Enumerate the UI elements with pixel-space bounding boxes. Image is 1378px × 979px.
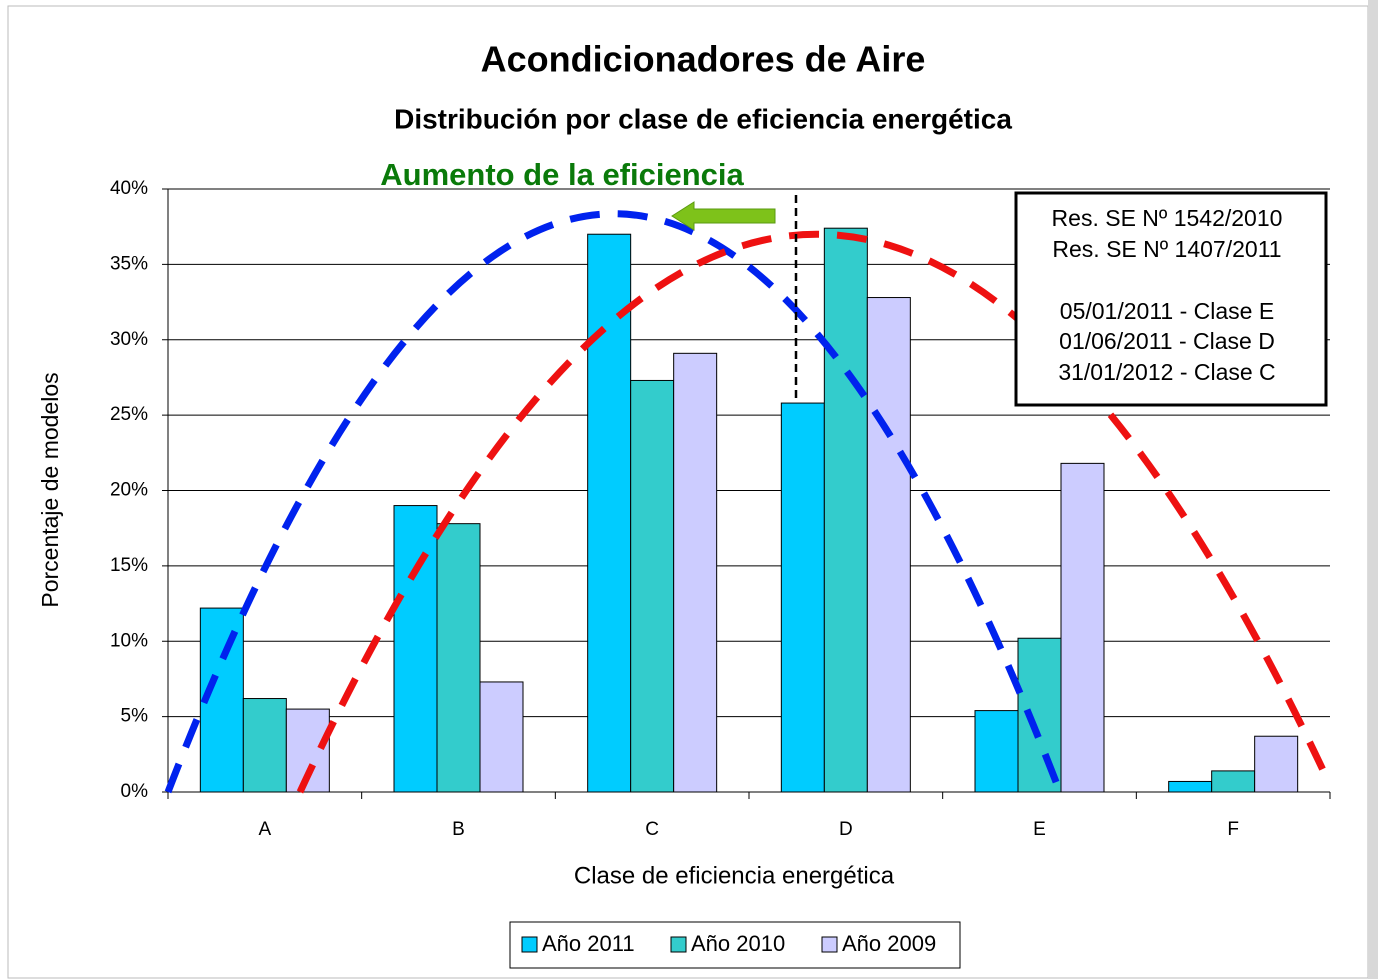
arrow <box>671 201 776 231</box>
bar <box>1211 770 1256 793</box>
legend-swatch <box>821 936 838 953</box>
y-tick-label: 10% <box>110 630 148 651</box>
overlay: Aumento de la eficiencia Res. SE Nº 1542… <box>164 157 1334 794</box>
bar <box>1254 735 1299 793</box>
y-axis-label: Porcentaje de modelos <box>37 372 63 607</box>
chart-title: Acondicionadores de Aire <box>481 39 926 80</box>
annotation-line: Res. SE Nº 1407/2011 <box>1052 236 1281 262</box>
legend-box <box>509 921 961 969</box>
bar <box>1168 780 1213 793</box>
bar <box>974 710 1019 793</box>
annotation-box <box>1014 191 1328 407</box>
bar <box>673 352 718 793</box>
x-tick-label: A <box>258 819 271 840</box>
bar <box>780 402 825 793</box>
bar <box>587 233 632 793</box>
legend-label: Año 2009 <box>842 931 936 956</box>
legend-label: Año 2011 <box>542 931 635 956</box>
x-tick-label: F <box>1227 819 1239 840</box>
legend-swatch <box>670 936 687 953</box>
annotation-line: Res. SE Nº 1542/2010 <box>1052 205 1283 231</box>
bar <box>866 297 911 793</box>
annotation-line: 31/01/2012 - Clase C <box>1058 359 1275 385</box>
y-tick-label: 30% <box>110 329 148 350</box>
y-tick-label: 0% <box>121 781 149 802</box>
bar <box>436 523 481 793</box>
y-tick-label: 15% <box>110 555 148 576</box>
y-tick-label: 35% <box>110 253 148 274</box>
y-tick-label: 40% <box>110 178 148 199</box>
bar <box>242 698 287 793</box>
y-tick-label: 5% <box>121 706 149 727</box>
chart-subtitle: Distribución por clase de eficiencia ene… <box>394 103 1012 134</box>
bar <box>393 505 438 793</box>
bar <box>630 379 675 793</box>
arrow-label: Aumento de la eficiencia <box>380 157 744 192</box>
y-tick-label: 20% <box>110 480 148 501</box>
legend-label: Año 2010 <box>691 931 785 956</box>
bar <box>479 681 524 793</box>
bar <box>823 227 868 793</box>
x-tick-label: D <box>839 819 853 840</box>
x-tick-label: E <box>1033 819 1046 840</box>
plot-area: 0% 5% 10% 15% 20% 25% 30% 35% 40% A B C D E F <box>110 178 1331 840</box>
trend-curve-2009 <box>296 230 1334 794</box>
annotation-line: 01/06/2011 - Clase D <box>1059 328 1275 354</box>
scroll-strip <box>1368 0 1378 979</box>
x-tick-label: C <box>645 819 659 840</box>
x-tick-label: B <box>452 819 465 840</box>
legend: Año 2011 Año 2010 Año 2009 <box>509 921 961 969</box>
annotation-line: 05/01/2011 - Clase E <box>1060 298 1274 324</box>
x-axis-label: Clase de eficiencia energética <box>574 862 895 889</box>
bar <box>1017 637 1062 793</box>
y-tick-label: 25% <box>110 404 148 425</box>
legend-swatch <box>521 936 538 953</box>
bar <box>1060 462 1105 793</box>
